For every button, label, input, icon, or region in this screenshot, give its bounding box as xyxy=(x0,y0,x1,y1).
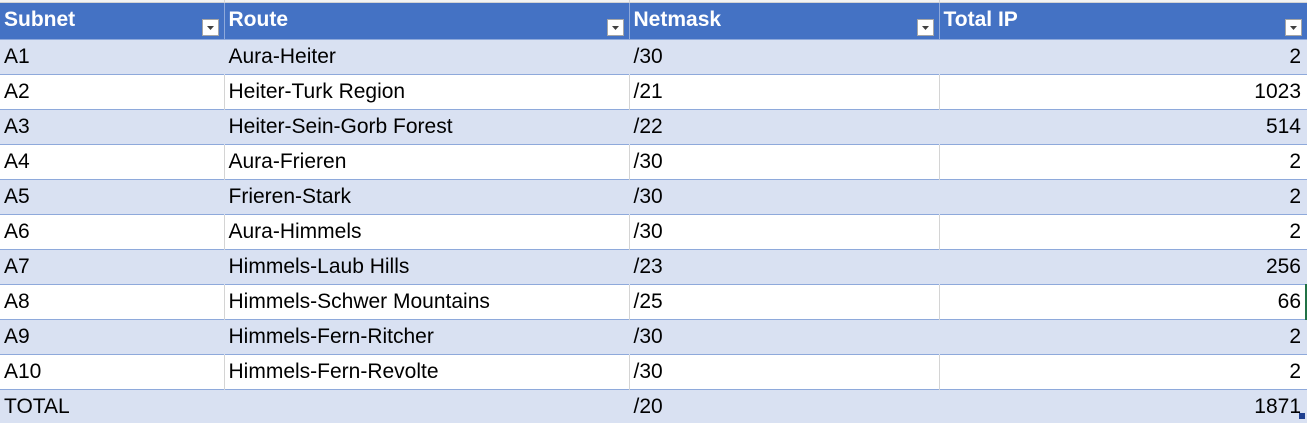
table-row: A10 Himmels-Fern-Revolte /30 2 xyxy=(0,353,1307,389)
cell-netmask[interactable]: /30 xyxy=(628,143,939,179)
cell-subnet[interactable]: A7 xyxy=(0,248,224,284)
table-row: A1 Aura-Heiter /30 2 xyxy=(0,38,1307,74)
table-row: A5 Frieren-Stark /30 2 xyxy=(0,178,1307,214)
table-row: A2 Heiter-Turk Region /21 1023 xyxy=(0,73,1307,109)
table-row: A3 Heiter-Sein-Gorb Forest /22 514 xyxy=(0,108,1307,144)
cell-route[interactable]: Himmels-Fern-Revolte xyxy=(223,353,629,389)
cell-total-ip[interactable]: 2 xyxy=(938,213,1307,249)
column-header-subnet[interactable]: Subnet xyxy=(0,3,224,39)
cell-total-ip[interactable]: 66 xyxy=(938,283,1307,319)
column-header-label: Netmask xyxy=(633,7,722,31)
cell-netmask[interactable]: /30 xyxy=(628,178,939,214)
cell-netmask[interactable]: /23 xyxy=(628,248,939,284)
cell-netmask[interactable]: /30 xyxy=(628,353,939,389)
cell-total-ip[interactable]: 514 xyxy=(938,108,1307,144)
cell-route[interactable]: Himmels-Fern-Ritcher xyxy=(223,318,629,354)
column-header-total-ip[interactable]: Total IP xyxy=(938,3,1307,39)
cell-subnet[interactable]: A10 xyxy=(0,353,224,389)
filter-dropdown-arrow-icon[interactable] xyxy=(606,18,624,36)
cell-route[interactable]: Heiter-Sein-Gorb Forest xyxy=(223,108,629,144)
subnet-table: Subnet Route Netmask xyxy=(0,3,1307,423)
cell-route[interactable]: Himmels-Laub Hills xyxy=(223,248,629,284)
cell-netmask[interactable]: /20 xyxy=(628,388,939,423)
table-resize-handle-icon[interactable] xyxy=(1299,413,1305,419)
cell-netmask[interactable]: /25 xyxy=(628,283,939,319)
table-header-row: Subnet Route Netmask xyxy=(0,3,1307,39)
cell-total-ip[interactable]: 1023 xyxy=(938,73,1307,109)
column-header-label: Route xyxy=(228,7,289,31)
column-header-netmask[interactable]: Netmask xyxy=(628,3,939,39)
cell-subnet[interactable]: A8 xyxy=(0,283,224,319)
table-row: A7 Himmels-Laub Hills /23 256 xyxy=(0,248,1307,284)
cell-total-ip[interactable]: 2 xyxy=(938,143,1307,179)
filter-dropdown-arrow-icon[interactable] xyxy=(1285,18,1302,36)
column-header-label: Total IP xyxy=(943,7,1018,31)
cell-netmask[interactable]: /21 xyxy=(628,73,939,109)
cell-route[interactable]: Aura-Heiter xyxy=(223,38,629,74)
cell-subnet[interactable]: A2 xyxy=(0,73,224,109)
cell-total-ip[interactable]: 256 xyxy=(938,248,1307,284)
cell-subnet[interactable]: A1 xyxy=(0,38,224,74)
cell-netmask[interactable]: /30 xyxy=(628,213,939,249)
table-row: A9 Himmels-Fern-Ritcher /30 2 xyxy=(0,318,1307,354)
cell-subnet[interactable]: A3 xyxy=(0,108,224,144)
cell-total-ip[interactable]: 2 xyxy=(938,178,1307,214)
column-header-strip xyxy=(0,0,1307,3)
table-total-row: TOTAL /20 1871 xyxy=(0,388,1307,423)
cell-route[interactable]: Frieren-Stark xyxy=(223,178,629,214)
cell-route[interactable]: Himmels-Schwer Mountains xyxy=(223,283,629,319)
filter-dropdown-arrow-icon[interactable] xyxy=(201,18,219,36)
cell-netmask[interactable]: /22 xyxy=(628,108,939,144)
cell-netmask[interactable]: /30 xyxy=(628,318,939,354)
cell-subnet[interactable]: A6 xyxy=(0,213,224,249)
table-row: A8 Himmels-Schwer Mountains /25 66 xyxy=(0,283,1307,319)
column-header-label: Subnet xyxy=(4,7,76,31)
cell-subnet[interactable]: A9 xyxy=(0,318,224,354)
cell-total-ip[interactable]: 2 xyxy=(938,353,1307,389)
column-header-route[interactable]: Route xyxy=(223,3,629,39)
cell-netmask[interactable]: /30 xyxy=(628,38,939,74)
cell-total-ip[interactable]: 1871 xyxy=(938,388,1307,423)
cell-route[interactable]: Aura-Himmels xyxy=(223,213,629,249)
cell-route[interactable]: Heiter-Turk Region xyxy=(223,73,629,109)
table-row: A6 Aura-Himmels /30 2 xyxy=(0,213,1307,249)
cell-total-ip[interactable]: 2 xyxy=(938,38,1307,74)
table-row: A4 Aura-Frieren /30 2 xyxy=(0,143,1307,179)
cell-subnet[interactable]: A4 xyxy=(0,143,224,179)
cell-selection-edge xyxy=(1305,284,1307,320)
cell-route[interactable]: Aura-Frieren xyxy=(223,143,629,179)
cell-total-label[interactable]: TOTAL xyxy=(0,388,224,423)
filter-dropdown-arrow-icon[interactable] xyxy=(916,18,934,36)
cell-total-ip[interactable]: 2 xyxy=(938,318,1307,354)
cell-subnet[interactable]: A5 xyxy=(0,178,224,214)
cell-route[interactable] xyxy=(223,388,629,423)
